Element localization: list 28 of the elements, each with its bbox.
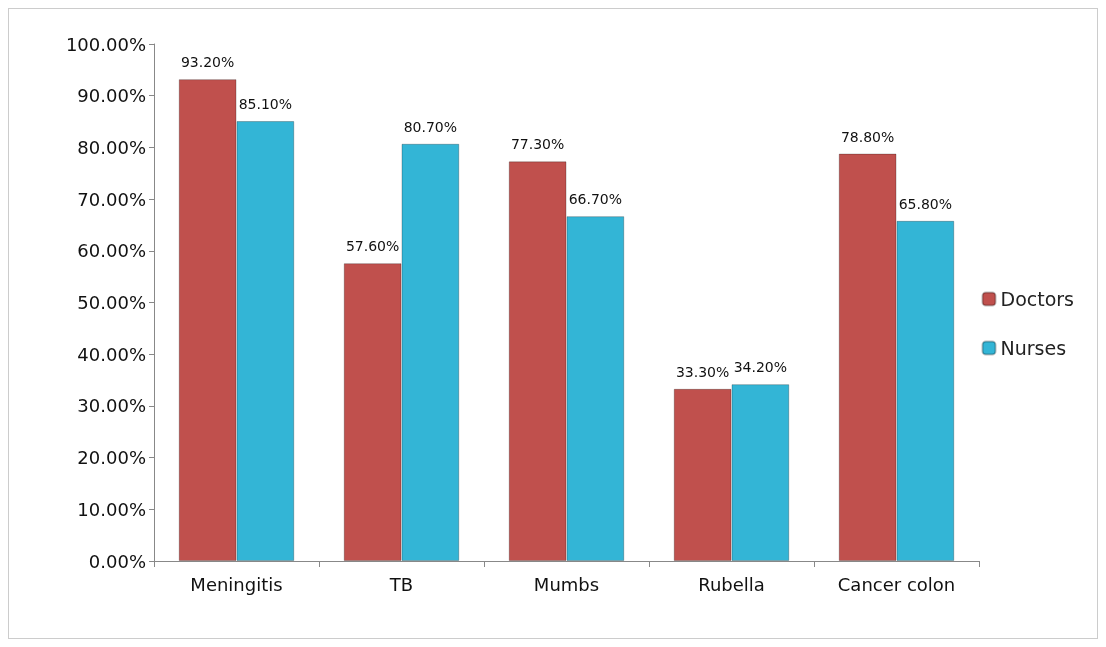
y-tick-label: 60.00%: [77, 240, 146, 262]
x-tick-label: Rubella: [698, 573, 765, 595]
x-tick-label: TB: [388, 573, 414, 595]
data-label: 33.30%: [675, 363, 730, 380]
y-tick-label: 30.00%: [77, 395, 146, 417]
y-tick-label: 50.00%: [77, 292, 146, 313]
x-tick-label: Meningitis: [190, 573, 283, 595]
y-tick-label: 70.00%: [77, 188, 146, 210]
data-label: 80.70%: [403, 118, 458, 135]
data-label: 77.30%: [510, 136, 565, 153]
data-label: 34.20%: [733, 359, 788, 376]
x-tick-label: Mumbs: [533, 573, 600, 595]
y-tick-label: 80.00%: [77, 136, 146, 158]
y-tick-label: 90.00%: [77, 85, 146, 107]
y-tick-label: 100.00%: [65, 33, 146, 55]
data-label: 93.20%: [180, 54, 235, 71]
y-tick-label: 40.00%: [77, 343, 146, 365]
legend-label: Nurses: [1000, 337, 1067, 359]
data-label: 65.80%: [898, 195, 953, 212]
y-tick-label: 10.00%: [77, 498, 146, 520]
legend-label: Doctors: [1000, 288, 1075, 310]
y-tick-label: 20.00%: [77, 447, 146, 469]
data-label: 66.70%: [568, 191, 623, 208]
data-label: 57.60%: [345, 238, 400, 255]
data-label: 85.10%: [238, 96, 293, 113]
y-tick-label: 0.00%: [88, 550, 146, 572]
data-label: 78.80%: [840, 128, 895, 145]
x-tick-label: Cancer colon: [837, 573, 956, 595]
